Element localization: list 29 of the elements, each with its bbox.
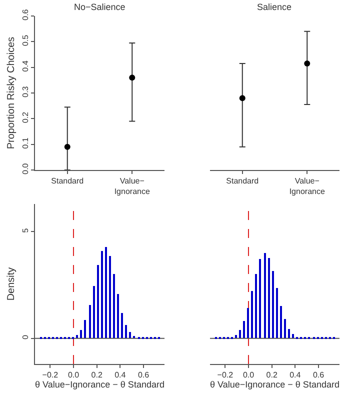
y-tick-label: 0.6 <box>20 8 30 20</box>
chart-title: No−Salience <box>74 2 126 12</box>
x-tick-label: Standard <box>51 176 84 186</box>
x-axis-title: θ Value−Ignorance − θ Standard <box>35 380 164 390</box>
x-tick-label: Value− Ignorance <box>114 176 150 196</box>
y-tick-label: 0.3 <box>20 86 30 98</box>
chart-title: Salience <box>257 2 292 12</box>
y-axis-title: Proportion Risky Choices <box>6 36 17 150</box>
y-axis-title: Density <box>6 267 17 301</box>
x-tick-label: −0.2 <box>42 370 59 380</box>
y-tick-label: 0.2 <box>20 111 30 124</box>
x-axis-title: θ Value−Ignorance − θ Standard <box>210 380 340 390</box>
x-tick-label: 0.4 <box>114 370 126 380</box>
y-tick-label: 0.5 <box>20 34 30 46</box>
x-tick-label: 0.4 <box>290 370 302 380</box>
y-tick-label: 0.4 <box>20 60 30 72</box>
x-tick-label: 0.6 <box>312 370 325 380</box>
x-tick-label: −0.2 <box>217 370 234 380</box>
x-tick-label: Value− Ignorance <box>289 176 326 196</box>
y-tick-label: 0.0 <box>20 162 30 174</box>
x-tick-label: Standard <box>226 176 259 186</box>
y-tick-label: 0 <box>20 334 30 340</box>
x-tick-label: 0.2 <box>266 370 278 380</box>
x-tick-label: 0.6 <box>138 370 150 380</box>
x-tick-label: 0.2 <box>91 370 103 380</box>
x-tick-label: 0.0 <box>68 370 80 380</box>
x-tick-label: 0.0 <box>242 370 255 380</box>
y-tick-label: 0.1 <box>20 137 30 149</box>
y-tick-label: 5 <box>20 228 30 233</box>
